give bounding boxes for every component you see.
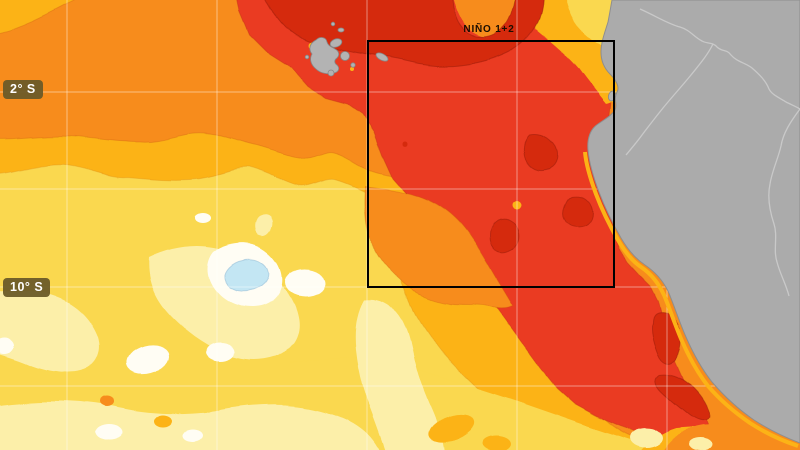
island-santa-cruz	[340, 51, 350, 61]
band-amber-blob	[154, 415, 172, 427]
band-pale-curl	[255, 214, 273, 236]
band-darkred-dot	[402, 139, 408, 145]
band-darkred-top	[265, 0, 545, 68]
coastal-warm-strip	[583, 151, 799, 448]
band-pale-tongue	[355, 299, 444, 450]
band-white-blob	[126, 345, 170, 375]
band-pale-left	[0, 290, 100, 373]
band-darkred-spot	[489, 218, 521, 253]
lat-badge-10s: 10° S	[3, 278, 51, 297]
band-amber-blob	[483, 436, 511, 450]
nino12-region-label: NIÑO 1+2	[463, 22, 514, 35]
band-darkred-spot	[523, 133, 559, 171]
border-line	[625, 43, 714, 156]
island-floreana	[327, 69, 335, 77]
band-pale-blob	[688, 439, 712, 450]
band-white-blob	[183, 430, 203, 442]
nino12-region-box	[367, 40, 615, 288]
island-san-cristobal	[375, 52, 389, 62]
country-borders	[625, 8, 800, 297]
island-small	[350, 62, 356, 68]
band-amber-dot	[350, 67, 354, 71]
island-santiago	[329, 38, 343, 48]
band-orange-box-interior	[364, 185, 514, 309]
island-pinta	[330, 21, 336, 27]
band-orange-notch	[454, 0, 514, 39]
border-line	[639, 8, 800, 110]
band-white-blob	[195, 213, 211, 223]
band-amber-dot	[513, 199, 523, 209]
galapagos-islands	[304, 21, 617, 102]
band-pale-blob	[630, 428, 662, 448]
island-marchena	[337, 27, 345, 33]
band-orange-coast-south	[663, 424, 762, 450]
band-pale-bottom	[0, 400, 379, 450]
lat-badge-2s: 2° S	[3, 80, 43, 99]
band-amber-blob	[428, 414, 476, 442]
band-white-blob	[285, 268, 325, 296]
band-coolblue-patch	[224, 259, 270, 293]
band-darkred-spot	[563, 195, 593, 229]
island-small	[304, 54, 310, 60]
band-white-blob	[0, 338, 14, 354]
band-orange-dot	[99, 397, 113, 407]
border-line	[768, 108, 800, 297]
land-south-america	[587, 0, 800, 444]
island-isabela	[309, 37, 340, 75]
band-white-blob	[206, 343, 234, 361]
band-white-blob	[94, 424, 122, 440]
band-darkred-coastal	[655, 373, 711, 421]
